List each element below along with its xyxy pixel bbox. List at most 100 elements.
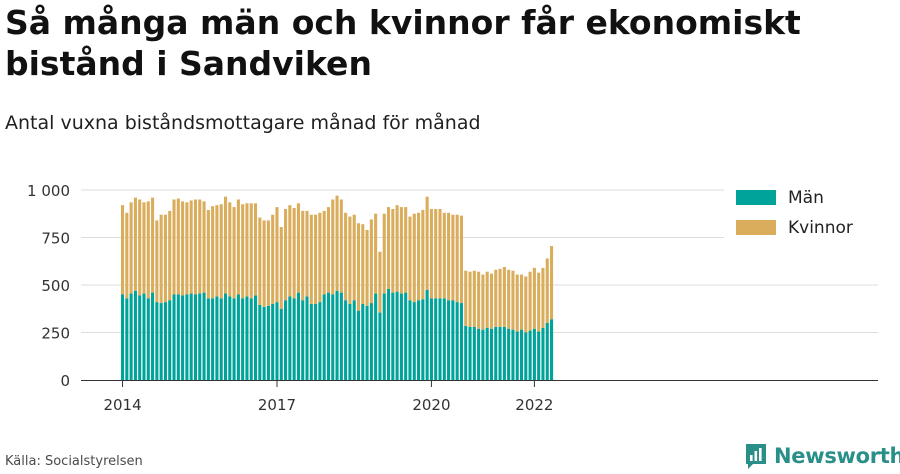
bar-man bbox=[507, 328, 511, 380]
x-tick-label: 2020 bbox=[412, 396, 450, 414]
bar-man bbox=[434, 298, 438, 380]
chart-subtitle: Antal vuxna biståndsmottagare månad för … bbox=[5, 112, 481, 134]
bar-kvinnor bbox=[374, 213, 378, 294]
bar-kvinnor bbox=[369, 219, 373, 304]
bar-man bbox=[301, 300, 305, 380]
bar-kvinnor bbox=[211, 206, 215, 299]
bar-man bbox=[374, 293, 378, 380]
bar-man bbox=[292, 298, 296, 380]
bar-kvinnor bbox=[352, 214, 356, 301]
bar-man bbox=[288, 296, 292, 380]
bar-man bbox=[266, 305, 270, 380]
bar-kvinnor bbox=[361, 224, 365, 304]
bar-man bbox=[386, 288, 391, 380]
bar-man bbox=[344, 300, 348, 380]
bar-kvinnor bbox=[215, 205, 219, 297]
brand-name: Newsworthy bbox=[774, 444, 900, 468]
bar-man bbox=[138, 295, 142, 380]
bar-man bbox=[421, 299, 425, 380]
bar-kvinnor bbox=[176, 198, 180, 295]
bar-man bbox=[125, 298, 129, 380]
y-tick-label: 250 bbox=[41, 325, 70, 343]
bar-kvinnor bbox=[451, 214, 455, 301]
bar-kvinnor bbox=[464, 270, 468, 326]
bar-kvinnor bbox=[519, 274, 524, 330]
bar-kvinnor bbox=[477, 271, 481, 329]
bar-kvinnor bbox=[236, 199, 240, 295]
bar-man bbox=[515, 331, 519, 380]
bar-man bbox=[241, 298, 245, 380]
y-tick-label: 0 bbox=[60, 372, 70, 390]
bar-man bbox=[159, 303, 163, 380]
axes: 0 250 500 750 1 000 2014 2017 2020 2022 bbox=[27, 182, 878, 414]
bar-kvinnor bbox=[223, 196, 228, 294]
bar-man bbox=[502, 326, 506, 380]
brand-logo[interactable]: Newsworthy bbox=[744, 441, 900, 471]
bar-man bbox=[494, 326, 498, 380]
bar-kvinnor bbox=[219, 204, 223, 299]
bar-man bbox=[318, 302, 322, 380]
y-tick-label: 750 bbox=[41, 230, 70, 248]
bar-kvinnor bbox=[168, 210, 172, 301]
bar-man bbox=[339, 292, 343, 380]
bar-kvinnor bbox=[485, 271, 489, 328]
bar-man bbox=[511, 329, 515, 380]
bar-man bbox=[309, 304, 313, 380]
bar-kvinnor bbox=[498, 268, 502, 327]
bar-man bbox=[189, 293, 193, 380]
bar-kvinnor bbox=[356, 223, 361, 311]
bar-kvinnor bbox=[271, 214, 275, 304]
bar-man bbox=[223, 293, 228, 380]
bar-kvinnor bbox=[429, 209, 433, 299]
bar-man bbox=[215, 296, 219, 380]
bar-kvinnor bbox=[502, 266, 506, 327]
bar-kvinnor bbox=[266, 220, 270, 306]
bar-kvinnor bbox=[494, 269, 498, 327]
legend-swatch bbox=[736, 220, 776, 235]
bar-kvinnor bbox=[537, 272, 541, 332]
bar-kvinnor bbox=[163, 214, 167, 303]
bar-kvinnor bbox=[442, 212, 446, 299]
bar-man bbox=[236, 294, 240, 380]
bar-kvinnor bbox=[382, 213, 386, 294]
bar-kvinnor bbox=[301, 210, 305, 301]
bar-kvinnor bbox=[489, 273, 494, 329]
bar-kvinnor bbox=[481, 274, 485, 330]
source-note: Källa: Socialstyrelsen bbox=[5, 454, 143, 469]
bar-man bbox=[550, 319, 554, 380]
bar-man bbox=[202, 292, 206, 380]
bar-man bbox=[219, 298, 223, 380]
bar-kvinnor bbox=[318, 212, 322, 303]
bar-man bbox=[455, 302, 459, 380]
bar-kvinnor bbox=[322, 210, 326, 295]
bar-man bbox=[519, 329, 524, 380]
bar-kvinnor bbox=[524, 276, 528, 333]
bar-kvinnor bbox=[155, 220, 159, 303]
legend-label: Män bbox=[788, 188, 824, 208]
bar-man bbox=[253, 295, 258, 380]
bar-man bbox=[155, 302, 159, 380]
bar-kvinnor bbox=[146, 201, 150, 299]
bar-man bbox=[545, 323, 549, 380]
bar-man bbox=[331, 294, 335, 380]
bar-kvinnor bbox=[404, 207, 408, 293]
bar-man bbox=[399, 293, 403, 380]
bar-man bbox=[193, 294, 198, 380]
bar-man bbox=[206, 298, 210, 380]
bar-kvinnor bbox=[296, 203, 300, 293]
bar-kvinnor bbox=[550, 246, 554, 320]
bar-man bbox=[249, 298, 253, 380]
bar-kvinnor bbox=[253, 203, 258, 296]
bar-kvinnor bbox=[391, 209, 395, 293]
bar-man bbox=[181, 295, 185, 380]
bar-kvinnor bbox=[528, 271, 532, 331]
bar-kvinnor bbox=[159, 214, 163, 304]
bar-man bbox=[232, 298, 236, 380]
bar-kvinnor bbox=[245, 203, 249, 297]
bar-kvinnor bbox=[125, 212, 129, 299]
bar-man bbox=[464, 325, 468, 380]
newsworthy-logo-icon bbox=[744, 442, 768, 470]
bar-kvinnor bbox=[279, 227, 283, 309]
bar-man bbox=[412, 302, 416, 380]
bar-man bbox=[275, 302, 279, 380]
